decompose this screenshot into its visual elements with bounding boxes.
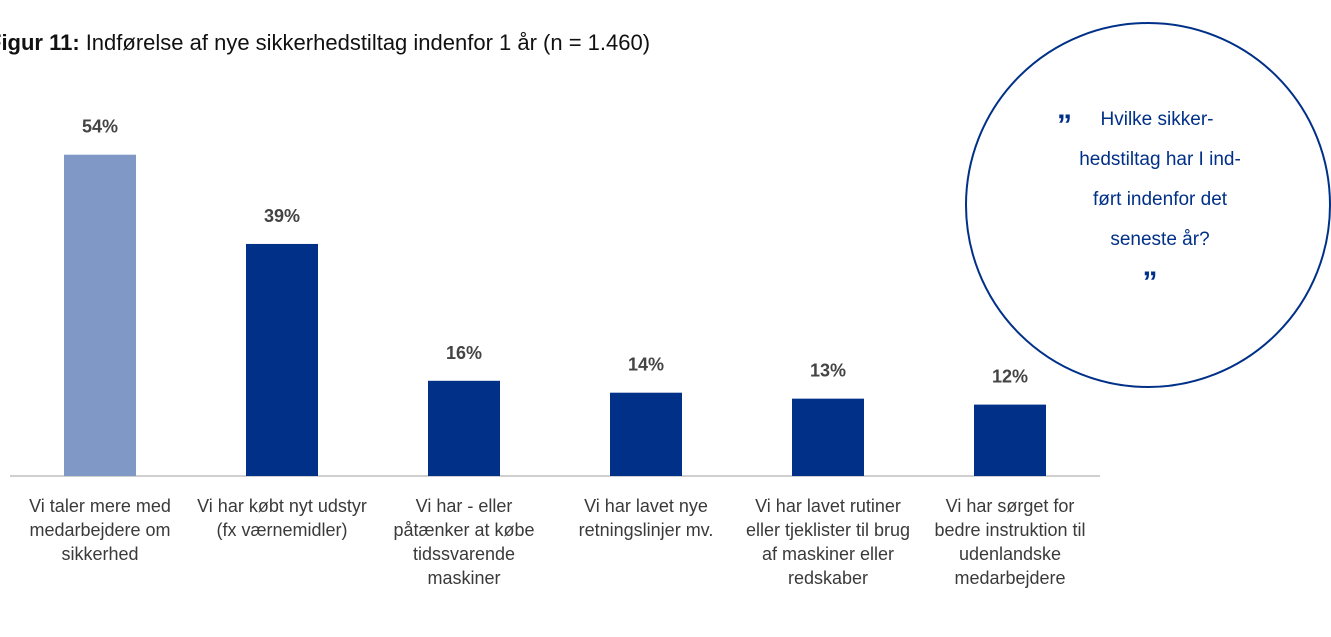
bar: [246, 243, 318, 476]
title-prefix: Figur 11:: [0, 30, 80, 55]
quote-open: ”: [1057, 109, 1072, 142]
x-tick-label: Vi har sørget for bedre instruktion til …: [934, 496, 1086, 588]
x-tick-label: Vi taler mere med medarbejdere om sikker…: [29, 496, 171, 564]
callout-line: ført indenfor det: [1093, 189, 1228, 210]
value-label: 14%: [628, 355, 664, 375]
x-tick-label: Vi har lavet rutiner eller tjeklister ti…: [745, 496, 911, 588]
bar: [428, 380, 500, 476]
bar: [610, 392, 682, 476]
callout-circle: [965, 22, 1331, 388]
value-label: 54%: [82, 117, 118, 137]
x-tick-label: Vi har lavet nye retningslinjer mv.: [578, 496, 714, 540]
quote-close: ”: [1143, 266, 1158, 299]
value-label: 12%: [992, 367, 1028, 387]
chart-title: Figur 11:Indførelse af nye sikkerhedstil…: [0, 30, 650, 55]
bar: [974, 404, 1046, 476]
value-label: 13%: [810, 361, 846, 381]
bar: [792, 398, 864, 476]
value-label: 39%: [264, 206, 300, 226]
value-label: 16%: [446, 343, 482, 363]
callout-line: seneste år?: [1110, 229, 1209, 250]
x-tick-label: Vi har - eller påtænker at købe tidssvar…: [393, 496, 535, 588]
callout-line: hedstiltag har I ind-: [1079, 149, 1241, 170]
title-text: Indførelse af nye sikkerhedstiltag inden…: [86, 30, 650, 55]
callout-line: Hvilke sikker-: [1101, 109, 1214, 130]
bar: [64, 154, 136, 476]
x-tick-label: Vi har købt nyt udstyr (fx værnemidler): [197, 496, 367, 540]
